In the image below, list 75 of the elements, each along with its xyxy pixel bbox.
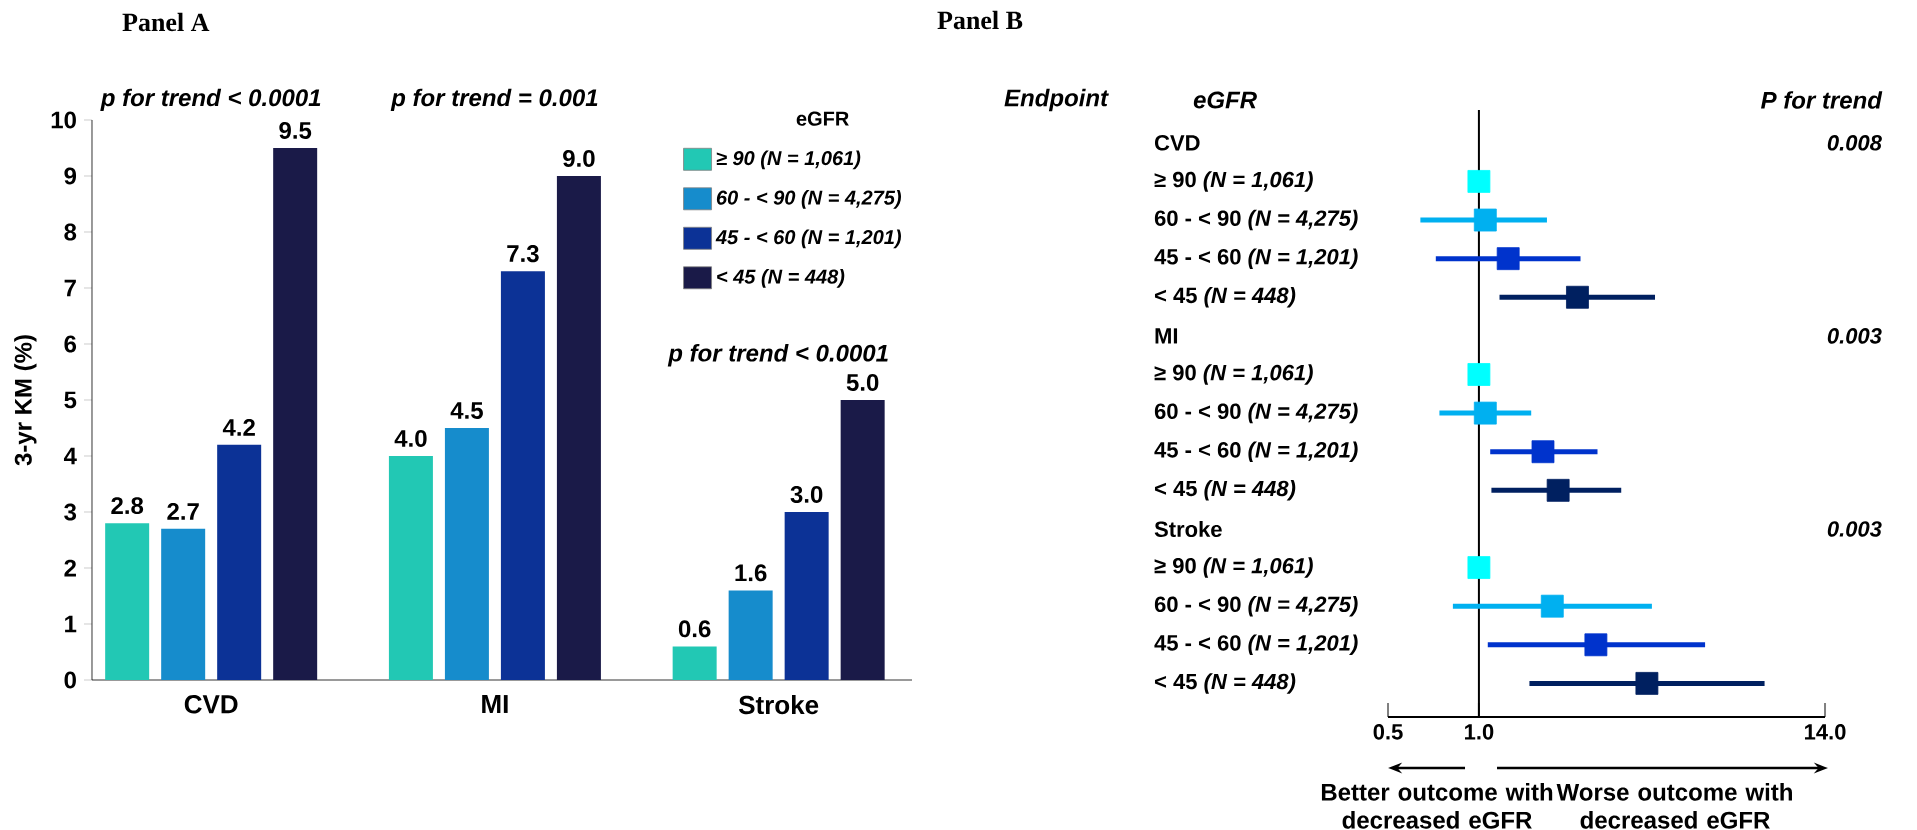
bar xyxy=(556,175,601,680)
bar xyxy=(105,523,150,680)
y-tick-label: 5 xyxy=(64,391,77,409)
x-tick-label: 14.0 xyxy=(1804,724,1846,740)
y-tick-label: 45 - < 60 (N = 1,201) xyxy=(1154,441,1358,462)
bar xyxy=(672,646,717,680)
y-tick-label: 60 - < 90 (N = 4,275) xyxy=(1154,402,1358,424)
data-label: 4.0 xyxy=(394,429,427,447)
data-label: 5.0 xyxy=(846,373,879,391)
data-label: 4.2 xyxy=(222,418,255,436)
y-tick-label: 2 xyxy=(64,559,76,577)
legend-label: 60 - < 90 (N = 4,275) xyxy=(716,190,902,209)
y2-axis-title: P for trend xyxy=(1761,91,1883,109)
y-tick-label: CVD xyxy=(1154,135,1200,151)
x-tick-label: 1.0 xyxy=(1465,724,1494,740)
x-tick-label: 0.5 xyxy=(1373,724,1403,740)
y-tick-label: 60 - < 90 (N = 4,275) xyxy=(1154,595,1358,617)
y-tick-label: 45 - < 60 (N = 1,201) xyxy=(1154,634,1358,656)
text: Worse outcome with decreased eGFR xyxy=(1556,783,1792,829)
data-label: 2.7 xyxy=(167,502,199,520)
text: p for trend = 0.001 xyxy=(390,88,598,112)
y-tick-label: 4 xyxy=(63,447,77,465)
bar xyxy=(273,147,318,680)
y-tick-label: < 45 (N = 448) xyxy=(1154,673,1296,694)
y-tick-label: 8 xyxy=(64,223,77,241)
y-tick-label: 60 - < 90 (N = 4,275) xyxy=(1154,209,1358,231)
data-label: 4.5 xyxy=(450,402,483,419)
bar xyxy=(388,455,433,680)
bar xyxy=(500,271,545,680)
y-tick-label: < 45 (N = 448) xyxy=(1154,480,1296,501)
text: eGFR xyxy=(1193,91,1257,109)
y-tick-label: 6 xyxy=(64,335,77,353)
x-tick-label: MI xyxy=(482,695,508,713)
y-tick-label: ≥ 90 (N = 1,061) xyxy=(1154,171,1313,192)
annotation: p for trend < 0.0001 xyxy=(667,344,888,367)
y-tick-label: 3 xyxy=(64,503,77,521)
y-axis-title: 3-yr KM (%) xyxy=(14,335,37,466)
text: Better outcome with decreased eGFR xyxy=(1321,783,1553,829)
text: Panel B xyxy=(937,10,1023,30)
bar xyxy=(728,590,773,680)
data-label: 2.8 xyxy=(111,497,144,515)
y2-tick-label: 0.003 xyxy=(1827,328,1882,344)
x-tick-label: Stroke xyxy=(738,695,819,715)
y-tick-label: 1 xyxy=(65,615,77,633)
y2-tick-label: 0.008 xyxy=(1827,135,1882,151)
text: p for trend < 0.0001 xyxy=(100,88,321,112)
legend-label: 45 - < 60 (N = 1,201) xyxy=(715,229,902,249)
data-label: 9.5 xyxy=(279,121,312,139)
y-tick-label: MI xyxy=(1155,328,1178,344)
y-tick-label: 10 xyxy=(51,111,76,129)
bar xyxy=(784,512,829,680)
legend-title: eGFR xyxy=(796,111,849,126)
bar xyxy=(217,444,262,680)
y-tick-label: 9 xyxy=(64,167,77,185)
data-label: 9.0 xyxy=(563,149,595,167)
bar xyxy=(444,428,489,680)
bar xyxy=(840,399,885,680)
bar xyxy=(161,528,206,680)
y2-tick-label: 0.003 xyxy=(1827,521,1882,537)
legend-label: ≥ 90 (N = 1,061) xyxy=(716,150,861,170)
data-label: 1.6 xyxy=(735,564,767,582)
y-tick-label: Stroke xyxy=(1154,520,1222,538)
chart-title: Panel A xyxy=(122,12,210,32)
y-tick-label: < 45 (N = 448) xyxy=(1154,287,1296,308)
y-tick-label: 7 xyxy=(64,279,76,297)
y-tick-label: 0 xyxy=(64,671,76,689)
y-tick-label: ≥ 90 (N = 1,061) xyxy=(1154,364,1313,385)
data-label: 7.3 xyxy=(507,245,539,263)
data-label: 0.6 xyxy=(678,620,711,638)
y-tick-label: 45 - < 60 (N = 1,201) xyxy=(1154,248,1358,269)
data-label: 3.0 xyxy=(790,485,823,503)
y-axis-title: Endpoint xyxy=(1004,88,1109,112)
x-tick-label: CVD xyxy=(184,695,238,714)
legend-label: < 45 (N = 448) xyxy=(717,269,845,288)
y-tick-label: ≥ 90 (N = 1,061) xyxy=(1154,557,1313,578)
